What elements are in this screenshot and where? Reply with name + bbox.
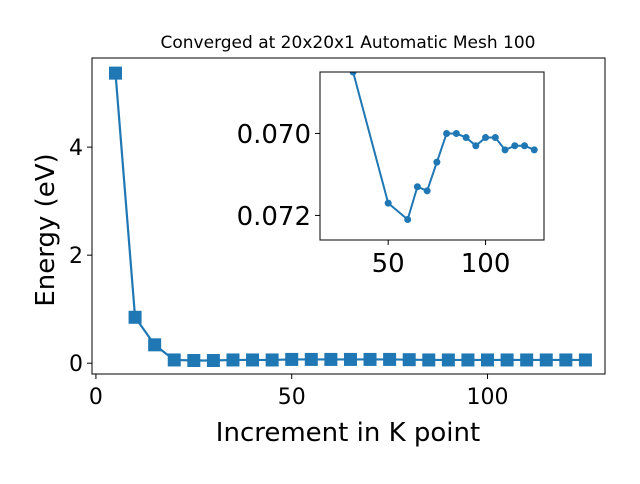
- main-data-point: [108, 66, 122, 80]
- main-data-point: [246, 353, 260, 367]
- inset-data-point: [443, 129, 451, 137]
- chart-title: Converged at 20x20x1 Automatic Mesh 100: [161, 33, 536, 53]
- inset-data-point: [491, 134, 499, 142]
- main-data-point: [265, 353, 279, 367]
- inset-axes: 50 100 0.070 0.072: [237, 71, 545, 279]
- inset-data-point: [482, 134, 490, 142]
- main-data-point: [343, 352, 357, 366]
- main-data-point: [402, 353, 416, 367]
- main-data-point: [128, 310, 142, 324]
- main-data-point: [461, 353, 475, 367]
- main-data-point: [148, 338, 162, 352]
- inset-data-point: [349, 72, 357, 76]
- inset-data-point: [511, 142, 519, 150]
- inset-data-point: [452, 129, 460, 137]
- inset-data-point: [472, 142, 480, 150]
- inset-y-ticks: 0.070 0.072: [237, 120, 320, 232]
- main-data-point: [206, 353, 220, 367]
- inset-data-point: [413, 183, 421, 191]
- inset-data-point: [404, 216, 412, 224]
- main-data-point: [363, 352, 377, 366]
- main-y-tick-label: 0: [69, 352, 83, 377]
- main-data-point: [500, 353, 514, 367]
- main-data-point: [285, 352, 299, 366]
- main-data-point: [520, 353, 534, 367]
- main-y-ticks: 0 2 4: [69, 136, 92, 377]
- main-series: [108, 66, 592, 367]
- main-data-point: [226, 353, 240, 367]
- inset-x-tick-label: 100: [461, 249, 511, 279]
- inset-y-tick-label: 0.072: [237, 202, 311, 232]
- inset-data-point: [423, 187, 431, 195]
- inset-plot-frame: [319, 71, 545, 241]
- main-x-tick-label: 100: [467, 385, 509, 410]
- main-data-point: [481, 353, 495, 367]
- main-data-point: [324, 352, 338, 366]
- main-y-tick-label: 4: [69, 136, 83, 161]
- main-data-point: [559, 353, 573, 367]
- main-data-point: [187, 353, 201, 367]
- inset-data-point: [384, 199, 392, 207]
- main-x-ticks: 0 50 100: [89, 374, 509, 410]
- main-x-tick-label: 50: [278, 385, 306, 410]
- main-data-point: [304, 352, 318, 366]
- main-data-point: [167, 353, 181, 367]
- main-data-point: [539, 353, 553, 367]
- main-data-point: [578, 353, 592, 367]
- inset-data-point: [501, 146, 509, 154]
- inset-data-point: [462, 134, 470, 142]
- inset-data-point: [433, 158, 441, 166]
- main-axes: 0 50 100 0 2 4: [69, 57, 606, 410]
- inset-data-point: [530, 146, 538, 154]
- main-plot-frame: [91, 57, 606, 375]
- inset-x-ticks: 50 100: [372, 240, 511, 279]
- main-data-point: [422, 353, 436, 367]
- x-axis-label: Increment in K point: [216, 418, 480, 448]
- main-data-point: [441, 353, 455, 367]
- inset-series: [349, 72, 538, 224]
- main-y-tick-label: 2: [69, 244, 83, 269]
- inset-y-tick-label: 0.070: [237, 120, 311, 150]
- main-data-point: [383, 352, 397, 366]
- y-axis-label: Energy (eV): [31, 153, 61, 306]
- inset-data-point: [521, 142, 529, 150]
- inset-background: [320, 72, 544, 240]
- inset-series-line: [352, 72, 535, 221]
- main-x-tick-label: 0: [89, 385, 103, 410]
- inset-x-tick-label: 50: [372, 249, 405, 279]
